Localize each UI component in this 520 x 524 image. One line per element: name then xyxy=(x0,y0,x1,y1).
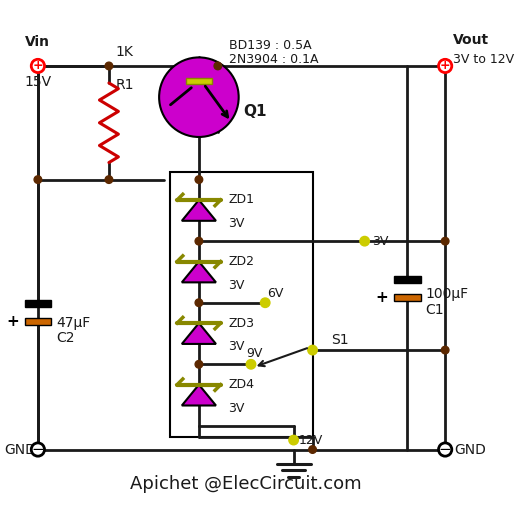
Text: Vin: Vin xyxy=(25,35,50,49)
Text: 15V: 15V xyxy=(24,75,51,89)
Text: +: + xyxy=(375,290,388,305)
Text: ZD1: ZD1 xyxy=(228,193,254,206)
Text: 100μF: 100μF xyxy=(425,287,469,301)
Text: 3V to 12V: 3V to 12V xyxy=(453,53,514,66)
Text: 1K: 1K xyxy=(115,45,134,59)
Circle shape xyxy=(105,176,113,183)
Bar xyxy=(171,172,313,437)
Text: ZD4: ZD4 xyxy=(228,378,254,391)
Text: 47μF: 47μF xyxy=(56,316,90,330)
Text: 6V: 6V xyxy=(267,287,283,300)
Text: BD139 : 0.5A: BD139 : 0.5A xyxy=(229,39,312,52)
Bar xyxy=(24,318,51,324)
Text: 3V: 3V xyxy=(228,217,244,230)
Circle shape xyxy=(105,62,113,70)
Text: 3V: 3V xyxy=(228,340,244,353)
Circle shape xyxy=(438,59,452,72)
Text: +: + xyxy=(33,59,43,72)
Text: S1: S1 xyxy=(332,333,349,347)
Text: C2: C2 xyxy=(56,331,74,345)
Text: Apichet @ElecCircuit.com: Apichet @ElecCircuit.com xyxy=(131,475,362,493)
Circle shape xyxy=(195,237,203,245)
Circle shape xyxy=(246,359,256,369)
Text: +: + xyxy=(440,59,450,72)
Text: 12V: 12V xyxy=(298,433,322,446)
Circle shape xyxy=(261,298,270,308)
Polygon shape xyxy=(182,200,216,221)
Circle shape xyxy=(159,58,239,137)
Text: GND: GND xyxy=(454,443,487,456)
Text: Vout: Vout xyxy=(453,34,489,47)
Text: 3V: 3V xyxy=(372,235,388,248)
Text: +: + xyxy=(6,314,19,329)
Circle shape xyxy=(31,59,45,72)
Text: R1: R1 xyxy=(115,78,134,92)
Polygon shape xyxy=(182,385,216,406)
Circle shape xyxy=(289,435,298,445)
Bar xyxy=(394,294,421,301)
Text: 2N3904 : 0.1A: 2N3904 : 0.1A xyxy=(229,53,319,66)
Circle shape xyxy=(31,443,45,456)
Polygon shape xyxy=(182,323,216,344)
Text: Q1: Q1 xyxy=(243,104,267,119)
Circle shape xyxy=(309,446,316,453)
Circle shape xyxy=(195,299,203,307)
Text: C1: C1 xyxy=(425,303,444,316)
Bar xyxy=(186,78,212,84)
Text: 3V: 3V xyxy=(228,402,244,414)
Circle shape xyxy=(214,62,222,70)
Circle shape xyxy=(195,176,203,183)
Circle shape xyxy=(34,176,42,183)
Text: −: − xyxy=(439,442,451,457)
Text: GND: GND xyxy=(5,443,36,456)
Text: ZD3: ZD3 xyxy=(228,316,254,330)
Circle shape xyxy=(195,361,203,368)
Bar xyxy=(24,300,51,307)
Text: 3V: 3V xyxy=(228,279,244,291)
Circle shape xyxy=(308,345,317,355)
Circle shape xyxy=(441,346,449,354)
Bar xyxy=(394,276,421,283)
Text: −: − xyxy=(32,442,44,457)
Circle shape xyxy=(438,443,452,456)
Circle shape xyxy=(360,236,369,246)
Text: 9V: 9V xyxy=(246,346,263,359)
Circle shape xyxy=(441,237,449,245)
Text: ZD2: ZD2 xyxy=(228,255,254,268)
Polygon shape xyxy=(182,261,216,282)
